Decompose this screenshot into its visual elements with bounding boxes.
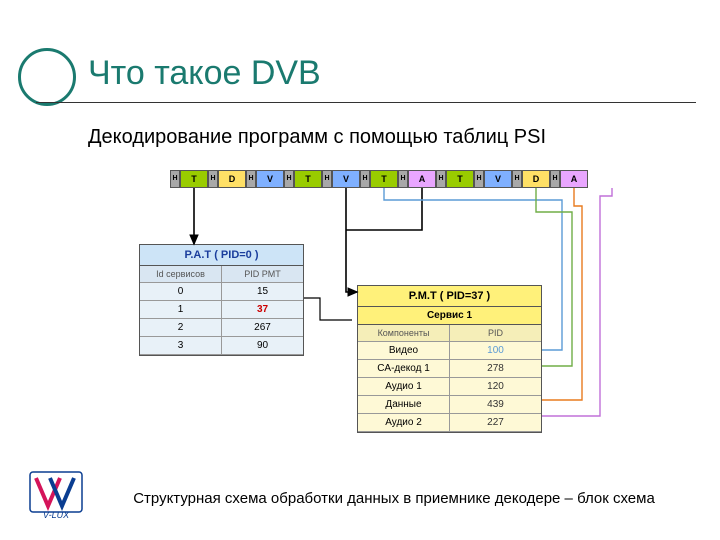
stream-cell-h: H bbox=[550, 170, 560, 188]
slide-title: Что такое DVB bbox=[88, 54, 321, 93]
stream-cell-a: A bbox=[408, 170, 436, 188]
pmt-col2: PID bbox=[450, 325, 541, 342]
stream-cell-d: D bbox=[522, 170, 550, 188]
stream-cell-h: H bbox=[208, 170, 218, 188]
stream-cell-v: V bbox=[332, 170, 360, 188]
stream-cell-h: H bbox=[360, 170, 370, 188]
pat-col-headers: Id сервисов PID PMT bbox=[140, 266, 303, 283]
pmt-row: CA-декод 1278 bbox=[358, 360, 541, 378]
stream-cell-d: D bbox=[218, 170, 246, 188]
stream-cell-t: T bbox=[370, 170, 398, 188]
stream-cell-h: H bbox=[284, 170, 294, 188]
pmt-subheader: Сервис 1 bbox=[358, 307, 541, 325]
pat-row: 015 bbox=[140, 283, 303, 301]
stream-cell-a: A bbox=[560, 170, 588, 188]
stream-cell-h: H bbox=[474, 170, 484, 188]
pmt-row: Видео100 bbox=[358, 342, 541, 360]
pat-row: 2267 bbox=[140, 319, 303, 337]
pat-row: 137 bbox=[140, 301, 303, 319]
stream-cell-h: H bbox=[322, 170, 332, 188]
pat-col1: Id сервисов bbox=[140, 266, 222, 283]
svg-text:V-LUX: V-LUX bbox=[43, 510, 70, 520]
logo: V-LUX bbox=[28, 470, 84, 520]
stream-cell-h: H bbox=[398, 170, 408, 188]
pat-row: 390 bbox=[140, 337, 303, 355]
footer-text: Структурная схема обработки данных в при… bbox=[108, 490, 680, 507]
pmt-row: Аудио 1120 bbox=[358, 378, 541, 396]
stream-cell-h: H bbox=[512, 170, 522, 188]
pat-header: P.A.T ( PID=0 ) bbox=[140, 245, 303, 266]
pat-table: P.A.T ( PID=0 ) Id сервисов PID PMT 0151… bbox=[139, 244, 304, 356]
pmt-header: P.M.T ( PID=37 ) bbox=[358, 286, 541, 307]
stream-cell-h: H bbox=[436, 170, 446, 188]
pat-col2: PID PMT bbox=[222, 266, 303, 283]
stream-cell-v: V bbox=[256, 170, 284, 188]
stream-cell-h: H bbox=[170, 170, 180, 188]
stream-row: HTHDHVHTHVHTHAHTHVHDHA bbox=[170, 170, 588, 188]
pmt-row: Данные439 bbox=[358, 396, 541, 414]
stream-cell-t: T bbox=[446, 170, 474, 188]
pmt-row: Аудио 2227 bbox=[358, 414, 541, 432]
pmt-col-headers: Компоненты PID bbox=[358, 325, 541, 342]
stream-cell-t: T bbox=[180, 170, 208, 188]
pmt-table: P.M.T ( PID=37 ) Сервис 1 Компоненты PID… bbox=[357, 285, 542, 433]
pmt-col1: Компоненты bbox=[358, 325, 450, 342]
slide-subtitle: Декодирование программ с помощью таблиц … bbox=[88, 126, 546, 149]
title-underline bbox=[36, 102, 696, 103]
stream-cell-h: H bbox=[246, 170, 256, 188]
stream-cell-t: T bbox=[294, 170, 322, 188]
stream-cell-v: V bbox=[484, 170, 512, 188]
bullet-circle bbox=[18, 48, 76, 106]
